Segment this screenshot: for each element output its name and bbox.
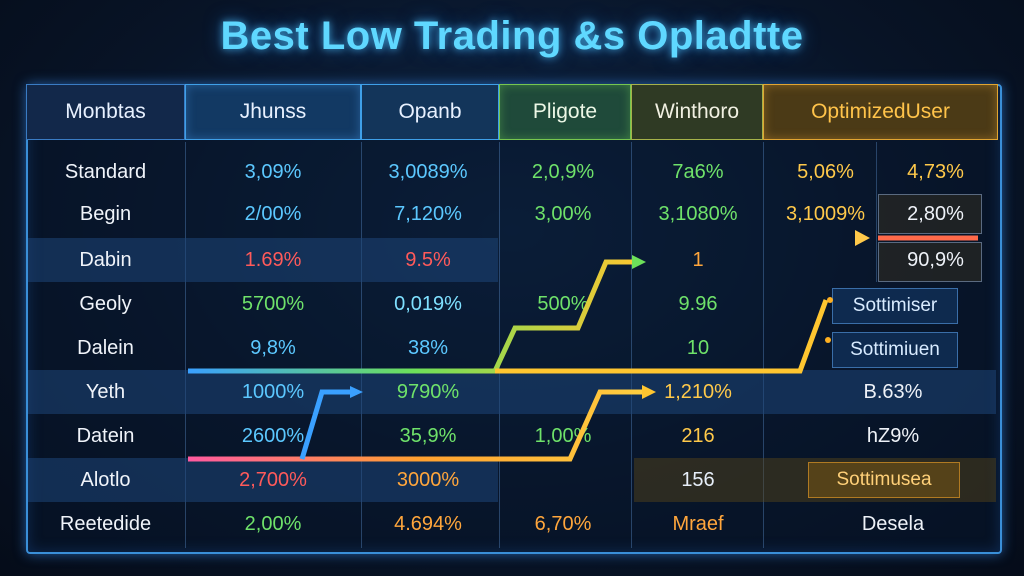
- cell-value: 38%: [407, 337, 449, 359]
- table-row[interactable]: Reetedide 2,00% 4.694% 6,70% Mraef Desel…: [28, 502, 996, 546]
- cell-value: 0,019%: [394, 293, 462, 315]
- column-header-4[interactable]: Pligote: [499, 84, 631, 140]
- cell-value: 2,0,9%: [531, 161, 595, 183]
- grid-line: [876, 142, 877, 282]
- row-label: Alotlo: [80, 469, 131, 491]
- cell-value: 3,00%: [534, 203, 592, 225]
- column-header-3[interactable]: Opanb: [361, 84, 499, 140]
- table-row[interactable]: Standard 3,09% 3,0089% 2,0,9% 7a6% 5,06%…: [28, 150, 996, 194]
- cell-value: 2/00%: [244, 203, 302, 225]
- table-row[interactable]: Begin 2/00% 7,120% 3,00% 3,1080% 3,1009%…: [28, 192, 996, 236]
- cell-value: 5700%: [241, 293, 305, 315]
- cell-value: 3,1009%: [786, 203, 865, 225]
- cell-value: 9.96: [678, 293, 718, 315]
- cell-value: 4,73%: [907, 161, 964, 183]
- row-label: Reetedide: [59, 513, 152, 535]
- cell-value: 216: [681, 425, 715, 447]
- table-header-row: Monbtas Jhunss Opanb Pligote Winthoro Op…: [26, 84, 998, 142]
- table-row[interactable]: Alotlo 2,700% 3000%: [28, 458, 498, 502]
- cell-value: 500%: [537, 293, 589, 315]
- row-label: Yeth: [85, 381, 126, 403]
- cell-value: B.63%: [863, 381, 923, 403]
- row-label: Geoly: [79, 293, 132, 315]
- column-header-1[interactable]: Monbtas: [26, 84, 185, 140]
- table-row-right: 1 90,9%: [28, 238, 996, 282]
- cell-value: 9790%: [396, 381, 460, 403]
- row-label: Standard: [64, 161, 147, 183]
- cell-value: Desela: [861, 513, 925, 535]
- cell-value: 7a6%: [672, 161, 724, 183]
- table-row[interactable]: Yeth 1000% 9790% 1,210% B.63%: [28, 370, 996, 414]
- optimizer-badge[interactable]: Sottimiser: [832, 288, 958, 324]
- cell-value: 3,09%: [244, 161, 302, 183]
- cell-value: 3000%: [396, 469, 460, 491]
- row-label: Dabin: [79, 249, 132, 271]
- row-label: Datein: [76, 425, 135, 447]
- column-header-5[interactable]: Winthoro: [631, 84, 763, 140]
- column-header-2[interactable]: Jhunss: [185, 84, 361, 140]
- cell-value: 2,00%: [244, 513, 302, 535]
- row-label: Begin: [79, 203, 132, 225]
- cell-value: 156: [681, 469, 715, 491]
- cell-value: 5,06%: [797, 161, 854, 183]
- row-label: Dalein: [77, 337, 134, 359]
- cell-value: 1,210%: [664, 381, 732, 403]
- column-header-6[interactable]: OptimizedUser: [763, 84, 998, 140]
- cell-value: 10: [686, 337, 710, 359]
- cell-value: 2,700%: [239, 469, 307, 491]
- highlight-box: [878, 242, 982, 282]
- cell-value: 7,120%: [394, 203, 462, 225]
- page-title: Best Low Trading &s Opladtte: [220, 14, 804, 58]
- grid-line: [185, 142, 186, 548]
- cell-value: 9,8%: [250, 337, 296, 359]
- cell-value: 1: [692, 249, 704, 271]
- cell-value: 1,00%: [534, 425, 592, 447]
- cell-value: 1000%: [241, 381, 305, 403]
- table-row[interactable]: Datein 2600% 35,9% 1,00% 216 hZ9%: [28, 414, 996, 458]
- highlight-box: [878, 194, 982, 234]
- cell-value: 35,9%: [399, 425, 457, 447]
- cell-value: 6,70%: [534, 513, 592, 535]
- optimizer-badge[interactable]: Sottimusea: [808, 462, 960, 498]
- cell-value: 4.694%: [394, 513, 462, 535]
- cell-value: 90,9%: [907, 249, 964, 271]
- cell-value: hZ9%: [866, 425, 920, 447]
- cell-value: 3,0089%: [388, 161, 468, 183]
- cell-value: 2600%: [241, 425, 305, 447]
- cell-value: 3,1080%: [658, 203, 738, 225]
- optimizer-badge[interactable]: Sottimiuen: [832, 332, 958, 368]
- cell-value: Mraef: [672, 513, 724, 535]
- cell-value: 2,80%: [907, 203, 964, 225]
